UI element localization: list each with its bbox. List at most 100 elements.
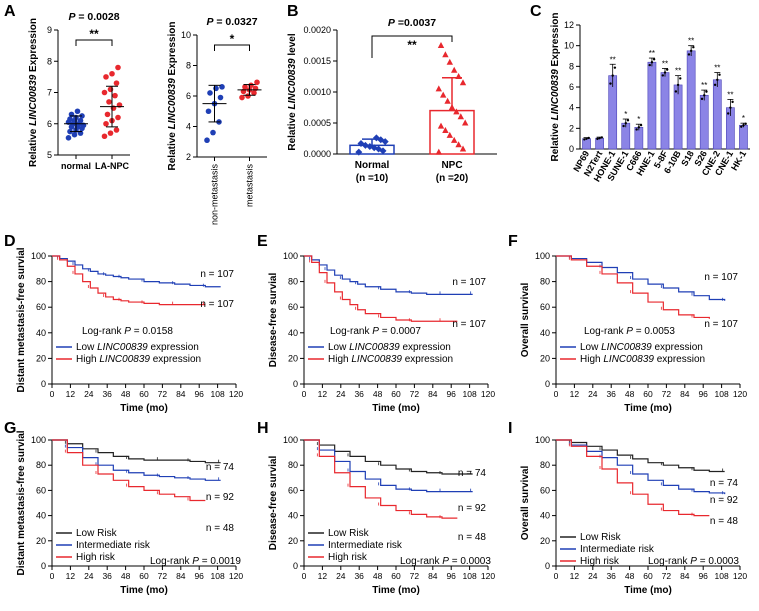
y-tick-label: 100 xyxy=(535,251,550,261)
data-point xyxy=(637,126,641,129)
y-tick-label: 0.0015 xyxy=(303,56,331,66)
p-value-title: P =0.0037 xyxy=(388,17,436,29)
y-tick-label: 0 xyxy=(41,561,46,571)
legend-text: High risk xyxy=(328,552,368,563)
legend-text: expression xyxy=(654,354,705,365)
x-tick-label: 48 xyxy=(373,389,383,399)
p-number: = 0.0028 xyxy=(75,11,119,23)
survival-curve-0 xyxy=(304,439,473,475)
x-tick-label: 120 xyxy=(229,389,243,399)
data-point xyxy=(729,106,732,109)
x-tick-label: 72 xyxy=(662,389,672,399)
y-tick-label: 9 xyxy=(47,25,52,35)
data-point xyxy=(613,66,617,69)
data-point xyxy=(459,145,467,152)
x-tick-label: 84 xyxy=(428,571,438,581)
y-tick-label: 80 xyxy=(36,277,46,287)
y-tick-label: 4 xyxy=(569,103,574,113)
n-label: n = 92 xyxy=(458,503,487,514)
y-tick-label: 100 xyxy=(31,435,46,445)
y-tick-label: 100 xyxy=(535,435,550,445)
y-tick-label: 40 xyxy=(288,511,298,521)
significance-stars: ** xyxy=(407,38,417,52)
x-tick-label: 72 xyxy=(410,571,420,581)
x-tick-label: Normal xyxy=(355,160,390,171)
data-point xyxy=(109,70,115,77)
x-tick-label: 120 xyxy=(733,389,747,399)
data-point xyxy=(703,94,706,97)
panel-letter-d: D xyxy=(4,233,16,250)
x-tick-note: (n =20) xyxy=(436,173,469,184)
y-tick-label: 0 xyxy=(569,144,574,154)
y-tick-label: 10 xyxy=(564,41,574,51)
x-tick-label: 96 xyxy=(698,571,708,581)
panel-a-subplot-1: 5 6 7 8 9 Relative LINC00839 Expression normal… xyxy=(28,11,130,171)
y-tick-label: 20 xyxy=(288,536,298,546)
x-tick-label: 84 xyxy=(680,389,690,399)
y-tick-label: 40 xyxy=(540,328,550,338)
x-tick-label: 108 xyxy=(463,389,477,399)
x-tick-label: 24 xyxy=(588,571,598,581)
data-point xyxy=(731,100,734,104)
survival-curve-1 xyxy=(304,255,458,322)
legend-text: High xyxy=(76,354,99,365)
log-rank-stat: Log-rank P = 0.0158 xyxy=(82,326,173,337)
panel-f-km: 0 20 40 60 80 100 0 12 24 36 48 60 72 84 96 108 120 Time … xyxy=(520,251,747,414)
y-axis-label: Overall survival xyxy=(520,283,531,358)
x-tick-label: metastasis xyxy=(245,164,255,208)
legend-text: Low Risk xyxy=(328,528,370,539)
y-tick-label: 4 xyxy=(186,122,191,132)
y-tick-label: 60 xyxy=(36,485,46,495)
data-point xyxy=(609,82,612,85)
data-point xyxy=(65,135,72,141)
data-point xyxy=(622,124,625,128)
y-tick-label: 100 xyxy=(283,251,298,261)
n-label: n = 107 xyxy=(452,319,486,330)
x-tick-label: 72 xyxy=(662,571,672,581)
axis-label-part: LINC00839 xyxy=(167,78,178,130)
x-tick-label: 24 xyxy=(84,389,94,399)
survival-curve-1 xyxy=(556,255,710,319)
axis-label-part: LINC00839 xyxy=(550,69,561,121)
x-tick-label: 120 xyxy=(481,389,495,399)
n-label: n = 48 xyxy=(710,516,739,527)
x-tick-label: 48 xyxy=(121,389,131,399)
n-label: n = 74 xyxy=(710,478,739,489)
y-tick-label: 60 xyxy=(540,485,550,495)
legend-text: Intermediate risk xyxy=(580,544,655,555)
p-letter: P xyxy=(388,17,396,29)
data-point xyxy=(459,79,467,86)
x-tick-label: 36 xyxy=(102,389,112,399)
x-tick-label: 60 xyxy=(643,571,653,581)
x-tick-label: 72 xyxy=(158,389,168,399)
significance-stars: * xyxy=(637,115,640,124)
y-tick-label: 0 xyxy=(293,379,298,389)
x-tick-label: 24 xyxy=(588,389,598,399)
y-axis-label: Relative LINC00839 Expression xyxy=(28,18,39,167)
x-tick-label: 108 xyxy=(463,571,477,581)
survival-curve-0 xyxy=(556,439,725,473)
data-point xyxy=(583,138,586,141)
x-tick-label: 36 xyxy=(606,389,616,399)
legend-gene: LINC00839 xyxy=(351,354,402,365)
axis-label-part: Relative xyxy=(550,120,561,161)
legend-label: Low LINC00839 expression xyxy=(328,342,451,353)
stat-label: Log-rank xyxy=(150,556,192,567)
x-tick-label: 60 xyxy=(643,389,653,399)
axis-label-part: Relative xyxy=(287,110,298,151)
x-axis-label: Time (mo) xyxy=(624,403,672,414)
significance-bracket xyxy=(75,39,113,46)
data-point xyxy=(600,136,604,139)
log-rank-stat: Log-rank P = 0.0003 xyxy=(400,556,491,567)
x-tick-label: 84 xyxy=(176,389,186,399)
data-point xyxy=(700,97,704,101)
y-tick-label: 0 xyxy=(41,379,46,389)
y-tick-label: 2 xyxy=(186,152,191,162)
legend-text: High risk xyxy=(580,556,620,567)
y-tick-label: 10 xyxy=(181,30,191,40)
